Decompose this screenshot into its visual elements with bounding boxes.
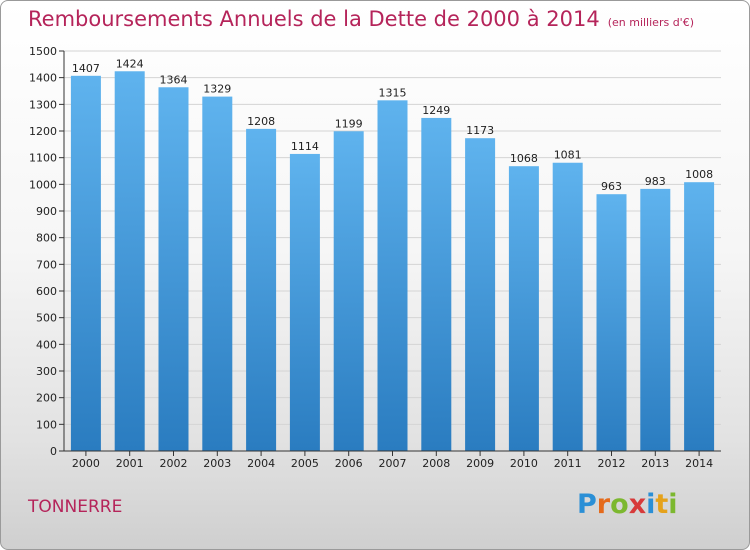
x-tick-label: 2007	[379, 457, 407, 470]
bar-value-label: 1081	[554, 149, 582, 162]
y-tick-label: 500	[36, 312, 57, 325]
y-tick-label: 100	[36, 418, 57, 431]
x-tick-label: 2001	[116, 457, 144, 470]
y-tick-label: 600	[36, 285, 57, 298]
bar-2004	[246, 128, 277, 451]
x-tick-label: 2013	[641, 457, 669, 470]
bar-2003	[202, 96, 233, 451]
y-tick-label: 200	[36, 392, 57, 405]
logo-letter: i	[646, 489, 656, 520]
bar-2012	[596, 194, 627, 451]
x-axis: 2000 2001 2002 2003 2004 2005 2006 2007 2008 2009…	[64, 450, 721, 470]
x-tick-label: 2002	[160, 457, 188, 470]
y-axis: 0 100 200 300 400 500 600 700 800 900 1000 1100 1200…	[29, 45, 65, 458]
logo-letter: r	[596, 489, 611, 520]
x-tick-label: 2011	[554, 457, 582, 470]
x-tick-label: 2012	[598, 457, 626, 470]
x-tick-label: 2010	[510, 457, 538, 470]
x-tick-label: 2006	[335, 457, 363, 470]
x-tick-label: 2014	[685, 457, 713, 470]
x-tick-label: 2000	[72, 457, 100, 470]
logo-letter: o	[610, 489, 629, 520]
logo-letter: x	[628, 489, 647, 520]
x-tick-label: 2009	[466, 457, 494, 470]
bar-value-label: 1407	[72, 62, 100, 75]
chart-unit-label: (en milliers d'€)	[607, 16, 694, 29]
bar-2007	[377, 100, 408, 451]
y-tick-label: 300	[36, 365, 57, 378]
bar-value-label: 1329	[203, 83, 231, 96]
bar-value-label: 1208	[247, 115, 275, 128]
bar-2001	[114, 71, 145, 452]
x-tick-label: 2004	[247, 457, 275, 470]
bar-value-label: 1315	[379, 86, 407, 99]
chart-title: Remboursements Annuels de la Dette de 20…	[28, 7, 694, 31]
bar-2011	[552, 162, 583, 451]
bar-value-label: 1008	[685, 168, 713, 181]
y-tick-label: 900	[36, 205, 57, 218]
bars: 1407 1424 1364 1329 1208 1114 1199 1315 1249 1173…	[70, 57, 715, 452]
bar-2000	[70, 75, 101, 452]
bar-value-label: 983	[645, 175, 666, 188]
y-tick-label: 1100	[29, 152, 57, 165]
y-tick-label: 0	[50, 445, 57, 458]
y-tick-label: 700	[36, 258, 57, 271]
bar-2010	[508, 166, 539, 451]
bar-value-label: 1249	[422, 104, 450, 117]
city-name: TONNERRE	[28, 497, 123, 517]
bar-value-label: 1424	[116, 57, 144, 70]
bar-2014	[684, 182, 715, 451]
bar-value-label: 963	[601, 180, 622, 193]
y-tick-label: 800	[36, 232, 57, 245]
y-tick-label: 1400	[29, 72, 57, 85]
logo-letter: t	[655, 489, 669, 520]
bar-value-label: 1068	[510, 152, 538, 165]
bar-value-label: 1114	[291, 140, 319, 153]
x-tick-label: 2005	[291, 457, 319, 470]
bar-2008	[421, 117, 452, 451]
x-tick-label: 2003	[203, 457, 231, 470]
bar-2006	[333, 131, 364, 451]
logo-letter: i	[668, 489, 678, 520]
bar-value-label: 1173	[466, 124, 494, 137]
y-tick-label: 1000	[29, 178, 57, 191]
x-tick-label: 2008	[422, 457, 450, 470]
logo-letter: P	[577, 489, 597, 520]
y-tick-label: 400	[36, 338, 57, 351]
bar-value-label: 1199	[335, 117, 363, 130]
y-tick-label: 1200	[29, 125, 57, 138]
proxiti-logo[interactable]: Proxiti	[577, 489, 678, 520]
y-tick-label: 1500	[29, 45, 57, 58]
bar-2009	[465, 138, 496, 451]
bar-2002	[158, 87, 189, 452]
bar-2013	[640, 188, 671, 451]
bar-2005	[289, 153, 320, 451]
chart-title-text: Remboursements Annuels de la Dette de 20…	[28, 7, 600, 31]
bar-value-label: 1364	[160, 73, 188, 86]
y-tick-label: 1300	[29, 98, 57, 111]
